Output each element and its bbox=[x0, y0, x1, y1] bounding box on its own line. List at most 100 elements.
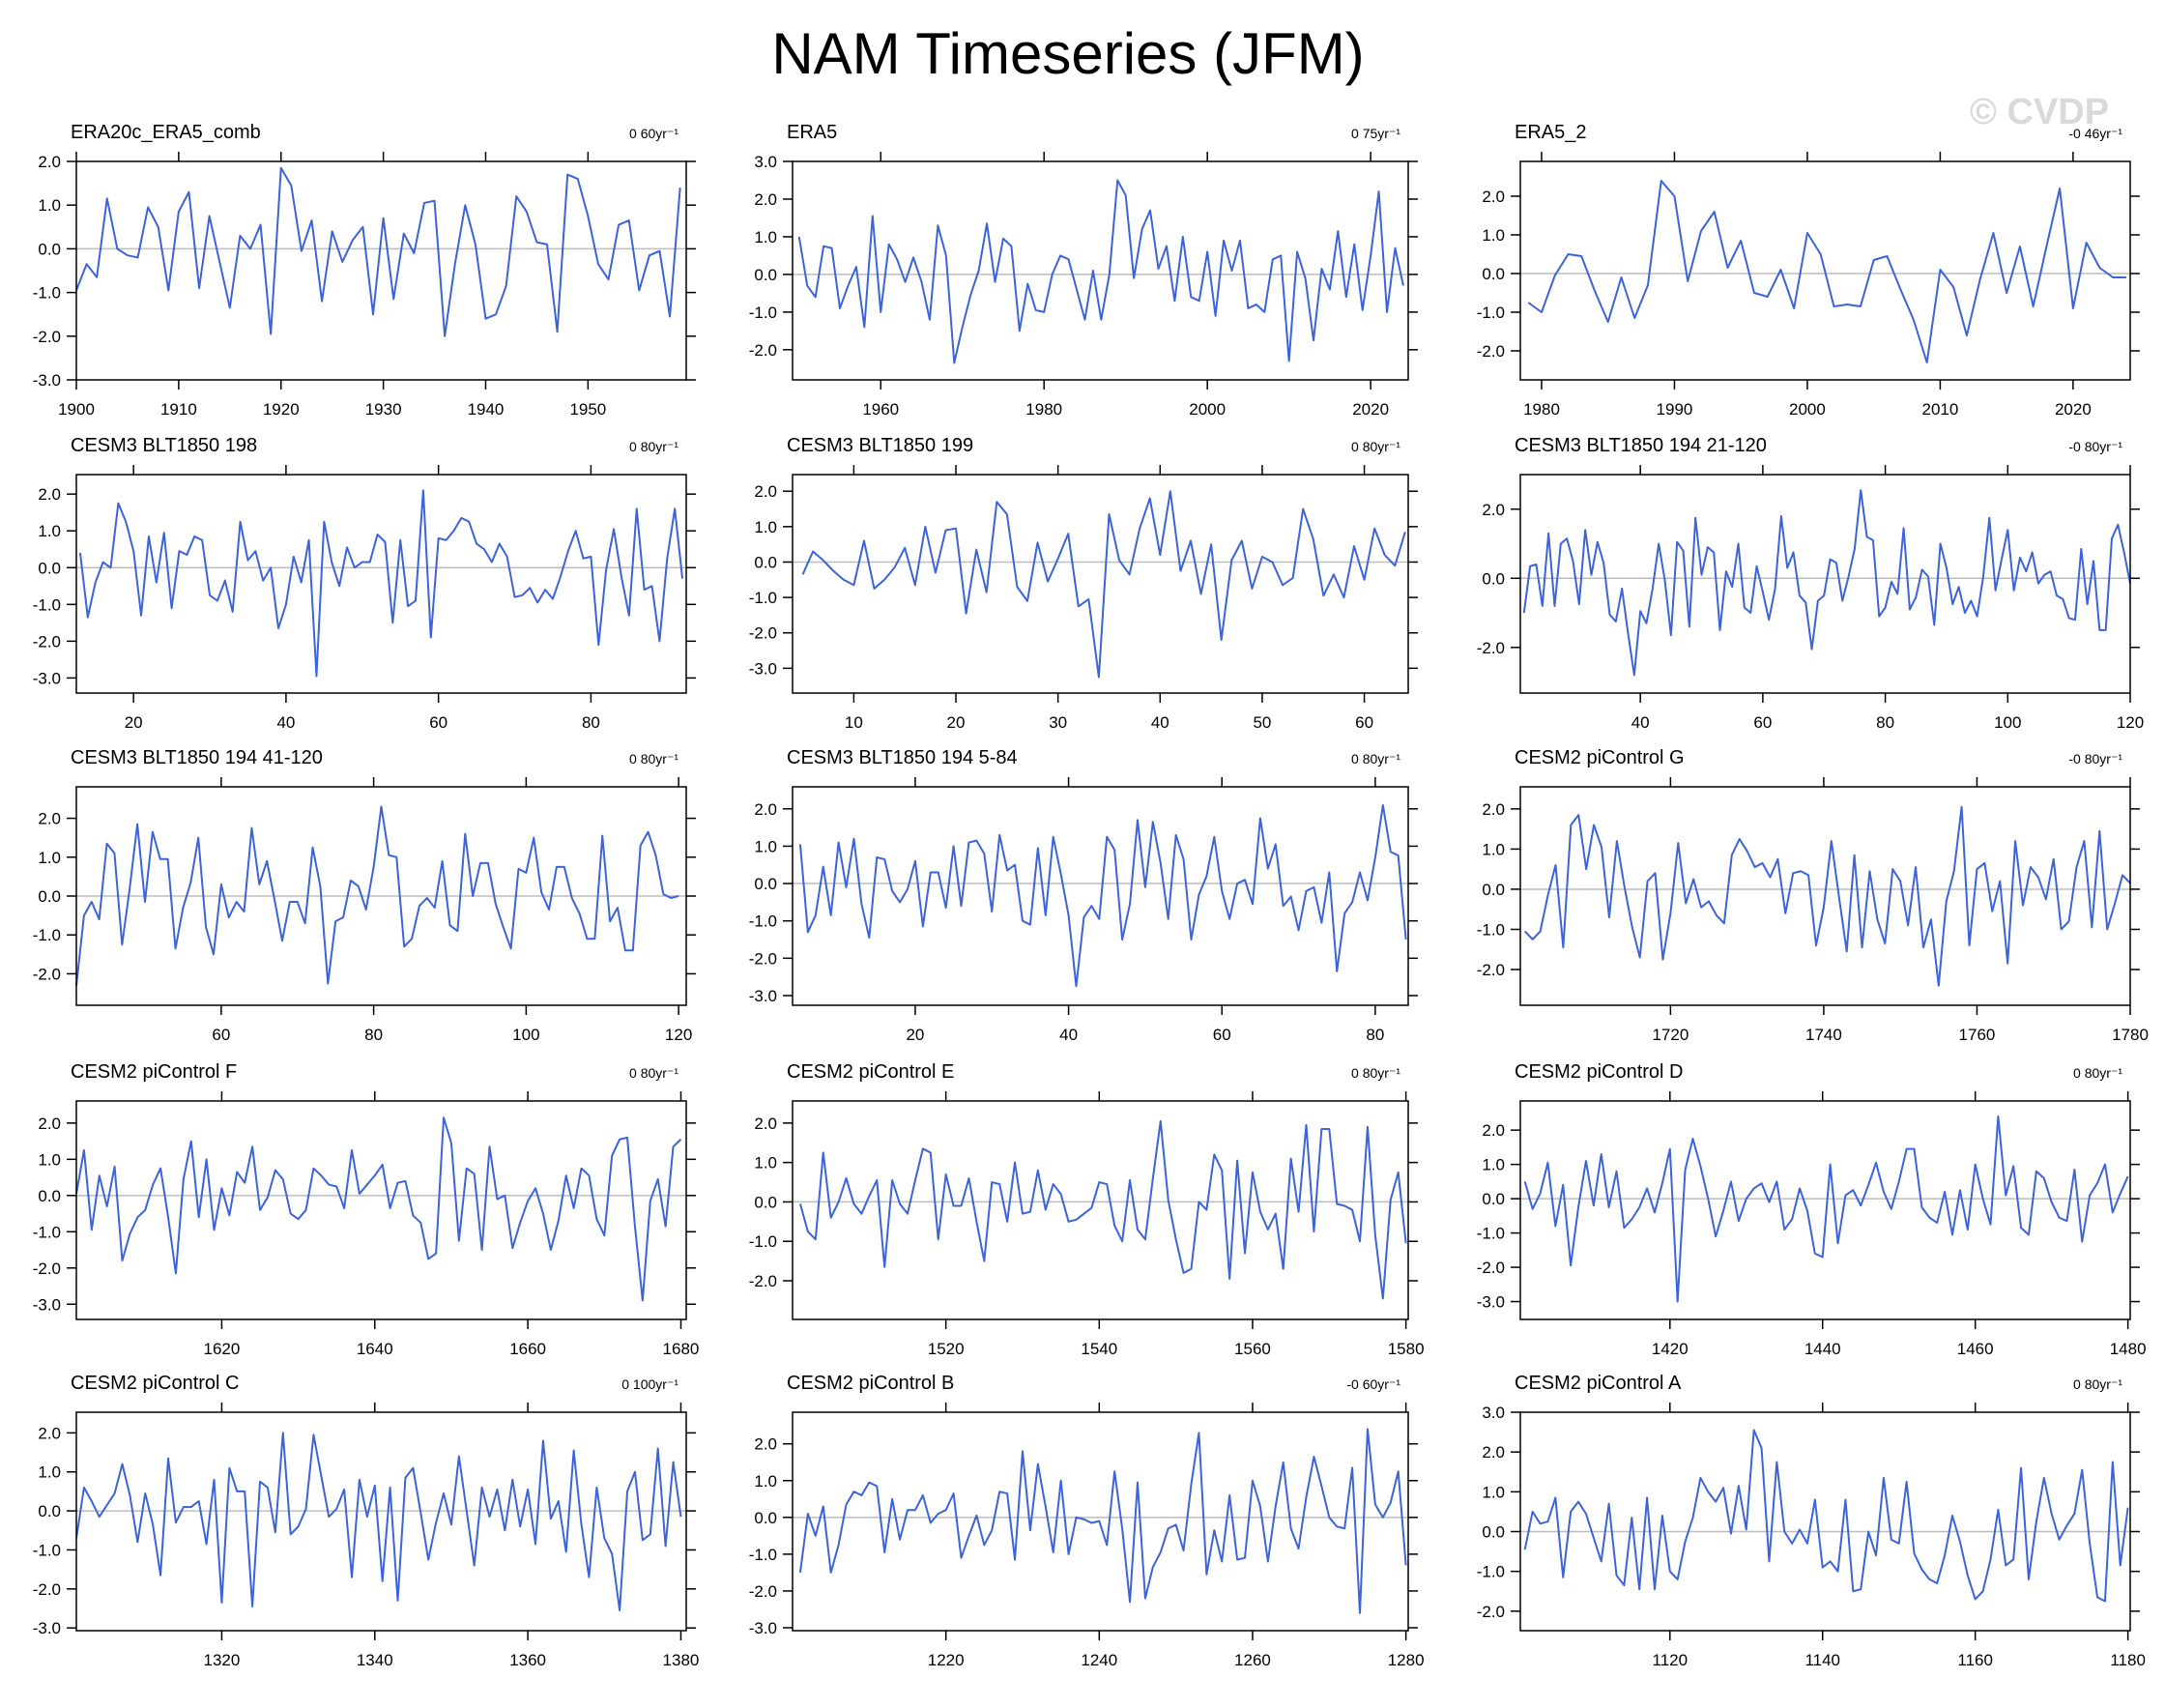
data-line bbox=[1524, 805, 2131, 987]
y-tick-label: 0.0 bbox=[38, 1502, 61, 1520]
y-tick-label: 2.0 bbox=[754, 482, 777, 501]
panel-subtitle: 0 80yr⁻¹ bbox=[1351, 439, 1400, 454]
panel-subtitle: 0 80yr⁻¹ bbox=[1351, 751, 1400, 767]
plot-frame bbox=[75, 474, 687, 694]
y-tick-label: 0.0 bbox=[1482, 881, 1505, 899]
x-tick-label: 2020 bbox=[1352, 400, 1389, 419]
y-tick-label: -2.0 bbox=[33, 965, 61, 983]
data-line bbox=[1523, 1115, 2129, 1303]
y-tick-label: 0.0 bbox=[754, 1509, 777, 1527]
y-tick-label: 0.0 bbox=[754, 1193, 777, 1211]
panel-subtitle: 0 80yr⁻¹ bbox=[629, 439, 678, 454]
x-tick-label: 80 bbox=[582, 713, 600, 732]
watermark: © CVDP bbox=[1970, 92, 2109, 132]
plot-frame bbox=[1519, 474, 2131, 694]
y-tick-label: -2.0 bbox=[33, 632, 61, 651]
y-tick-label: 0.0 bbox=[754, 553, 777, 571]
x-tick-label: 1720 bbox=[1652, 1026, 1689, 1044]
x-tick-label: 30 bbox=[1049, 713, 1067, 732]
y-tick-label: -2.0 bbox=[1477, 1603, 1505, 1621]
x-tick-label: 1940 bbox=[468, 400, 505, 419]
plot-frame bbox=[75, 786, 687, 1006]
y-tick-label: -3.0 bbox=[33, 371, 61, 390]
data-line bbox=[75, 1432, 682, 1612]
x-tick-label: 1660 bbox=[509, 1340, 546, 1358]
y-tick-label: -1.0 bbox=[1477, 1225, 1505, 1243]
plot-frame bbox=[792, 1100, 1409, 1320]
y-tick-label: -1.0 bbox=[33, 284, 61, 303]
x-tick-label: 1440 bbox=[1804, 1340, 1841, 1358]
y-tick-label: 1.0 bbox=[38, 196, 61, 215]
x-tick-label: 1120 bbox=[1653, 1651, 1689, 1669]
x-tick-label: 1910 bbox=[160, 400, 197, 419]
x-tick-label: 1760 bbox=[1959, 1026, 1996, 1044]
plot-frame bbox=[75, 160, 687, 381]
panel-subtitle: -0 80yr⁻¹ bbox=[2068, 439, 2122, 454]
x-tick-label: 40 bbox=[1059, 1026, 1078, 1044]
panel-title: CESM2 piControl A bbox=[1515, 1373, 1682, 1394]
x-tick-label: 1920 bbox=[263, 400, 300, 419]
y-tick-label: 3.0 bbox=[754, 153, 777, 171]
x-tick-label: 60 bbox=[212, 1026, 230, 1044]
plot-frame bbox=[792, 160, 1409, 381]
x-tick-label: 1220 bbox=[928, 1651, 965, 1669]
data-line bbox=[1522, 489, 2131, 677]
x-tick-label: 20 bbox=[947, 713, 966, 732]
y-tick-label: 2.0 bbox=[1482, 188, 1505, 206]
plot-frame bbox=[792, 474, 1409, 694]
panel-title: CESM3 BLT1850 194 41-120 bbox=[71, 747, 323, 768]
y-tick-label: -3.0 bbox=[749, 659, 777, 678]
y-tick-label: 0.0 bbox=[1482, 569, 1505, 588]
x-tick-label: 1360 bbox=[509, 1651, 546, 1669]
y-tick-label: 2.0 bbox=[754, 1435, 777, 1454]
x-tick-label: 1950 bbox=[569, 400, 606, 419]
data-line bbox=[797, 179, 1404, 364]
y-tick-label: -1.0 bbox=[33, 1541, 61, 1559]
x-tick-label: 120 bbox=[2117, 713, 2144, 732]
plot-frame bbox=[75, 1100, 687, 1320]
plot-frame bbox=[1519, 1100, 2131, 1320]
x-tick-label: 1740 bbox=[1805, 1026, 1842, 1044]
y-tick-label: -1.0 bbox=[749, 1232, 777, 1251]
plot-frame bbox=[75, 1411, 687, 1632]
x-tick-label: 1930 bbox=[365, 400, 402, 419]
x-tick-label: 20 bbox=[125, 713, 143, 732]
data-line bbox=[75, 1116, 682, 1302]
y-tick-label: 0.0 bbox=[754, 266, 777, 284]
x-tick-label: 100 bbox=[1994, 713, 2021, 732]
y-tick-label: -2.0 bbox=[749, 1582, 777, 1601]
x-tick-label: 60 bbox=[1753, 713, 1772, 732]
x-tick-label: 1480 bbox=[2110, 1340, 2147, 1358]
y-tick-label: 1.0 bbox=[1482, 226, 1505, 245]
x-tick-label: 60 bbox=[1213, 1026, 1231, 1044]
panel-title: CESM3 BLT1850 194 5-84 bbox=[787, 747, 1018, 768]
x-tick-label: 1180 bbox=[2110, 1651, 2146, 1669]
y-tick-label: 1.0 bbox=[38, 849, 61, 867]
x-tick-label: 1620 bbox=[204, 1340, 241, 1358]
x-tick-label: 80 bbox=[1366, 1026, 1384, 1044]
data-line bbox=[78, 489, 684, 678]
data-line bbox=[801, 490, 1406, 679]
y-tick-label: 2.0 bbox=[1482, 1443, 1505, 1462]
main-title: NAM Timeseries (JFM) bbox=[771, 21, 1364, 86]
panel-title: CESM2 piControl C bbox=[71, 1373, 240, 1394]
y-tick-label: 0.0 bbox=[1482, 265, 1505, 283]
x-tick-label: 40 bbox=[1151, 713, 1169, 732]
x-tick-label: 1380 bbox=[663, 1651, 700, 1669]
data-line bbox=[798, 1428, 1407, 1614]
panel-subtitle: -0 80yr⁻¹ bbox=[2068, 751, 2122, 767]
panel-subtitle: 0 80yr⁻¹ bbox=[629, 751, 678, 767]
x-tick-label: 10 bbox=[845, 713, 863, 732]
x-tick-label: 20 bbox=[906, 1026, 924, 1044]
x-tick-label: 1900 bbox=[58, 400, 95, 419]
panel-title: ERA5 bbox=[787, 122, 837, 143]
y-tick-label: -1.0 bbox=[1477, 920, 1505, 939]
x-tick-label: 1990 bbox=[1657, 400, 1693, 419]
y-tick-label: 2.0 bbox=[1482, 1121, 1505, 1140]
panel-subtitle: -0 60yr⁻¹ bbox=[1346, 1376, 1400, 1392]
x-tick-label: 2010 bbox=[1921, 400, 1958, 419]
panel-title: ERA20c_ERA5_comb bbox=[71, 122, 261, 143]
x-tick-label: 1280 bbox=[1388, 1651, 1425, 1669]
panel-title: CESM3 BLT1850 194 21-120 bbox=[1515, 435, 1767, 456]
